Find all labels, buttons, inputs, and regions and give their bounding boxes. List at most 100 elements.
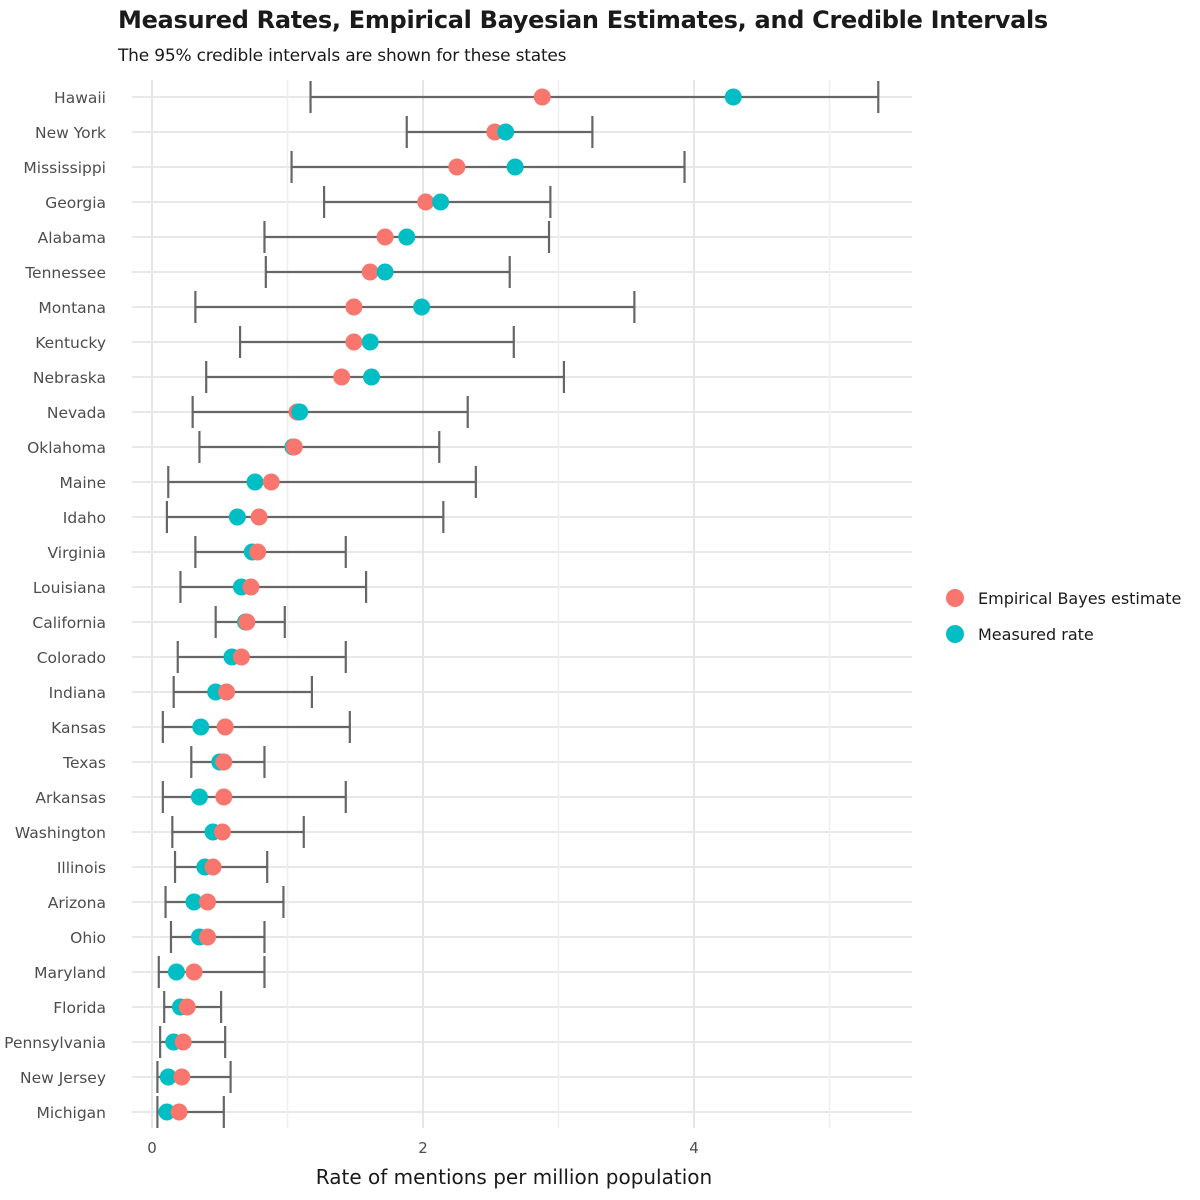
state-label: New Jersey (20, 1069, 106, 1087)
state-label: Maryland (34, 964, 106, 982)
state-label: Texas (62, 754, 106, 772)
point-empirical-bayes (215, 753, 233, 771)
x-tick-label: 0 (147, 1139, 157, 1157)
state-label: Kentucky (35, 334, 106, 352)
state-label: Idaho (63, 509, 106, 527)
point-empirical-bayes (232, 648, 250, 666)
point-measured-rate (376, 263, 394, 281)
credible-interval (167, 466, 477, 498)
chart-title: Measured Rates, Empirical Bayesian Estim… (118, 6, 1048, 34)
state-label: Pennsylvania (4, 1034, 106, 1052)
point-empirical-bayes (376, 228, 394, 246)
point-empirical-bayes (199, 928, 217, 946)
point-empirical-bayes (417, 193, 435, 211)
state-label: Washington (15, 824, 106, 842)
credible-interval (290, 151, 686, 183)
legend-label: Empirical Bayes estimate (978, 588, 1182, 608)
state-label: Nebraska (33, 369, 106, 387)
state-label: Arizona (48, 894, 106, 912)
x-tick-labels: 0 2 4 (147, 1139, 699, 1157)
credible-interval (309, 81, 880, 113)
point-empirical-bayes (173, 1068, 191, 1086)
point-measured-rate (361, 333, 379, 351)
legend-dot-measured-rate (946, 625, 964, 643)
point-empirical-bayes (215, 788, 233, 806)
state-label: Maine (59, 474, 106, 492)
point-measured-rate (167, 963, 185, 981)
point-measured-rate (413, 298, 431, 316)
credible-interval (164, 886, 285, 918)
point-empirical-bayes (345, 298, 363, 316)
state-label: Montana (38, 299, 106, 317)
credible-interval (179, 571, 368, 603)
point-measured-rate (159, 1068, 177, 1086)
point-empirical-bayes (178, 998, 196, 1016)
credible-interval (198, 431, 441, 463)
point-empirical-bayes (218, 683, 236, 701)
point-measured-rate (228, 508, 246, 526)
point-empirical-bayes (199, 893, 217, 911)
point-measured-rate (291, 403, 309, 421)
state-labels: Hawaii New York Mississippi Georgia Alabama T… (4, 89, 106, 1122)
state-label: Hawaii (54, 89, 106, 107)
point-empirical-bayes (333, 368, 351, 386)
point-measured-rate (190, 788, 208, 806)
point-empirical-bayes (174, 1033, 192, 1051)
x-tick-label: 4 (689, 1139, 699, 1157)
state-label: Alabama (38, 229, 106, 247)
state-label: Colorado (37, 649, 106, 667)
state-label: Arkansas (35, 789, 106, 807)
point-empirical-bayes (345, 333, 363, 351)
point-empirical-bayes (170, 1103, 188, 1121)
point-empirical-bayes (250, 508, 268, 526)
state-label: California (32, 614, 106, 632)
credible-interval (205, 361, 566, 393)
legend-dot-empirical-bayes (946, 589, 964, 607)
state-label: Tennessee (24, 264, 106, 282)
point-empirical-bayes (242, 578, 260, 596)
point-empirical-bayes (285, 438, 303, 456)
point-empirical-bayes (249, 543, 267, 561)
state-label: Louisiana (33, 579, 106, 597)
credible-intervals (156, 81, 880, 1128)
point-empirical-bayes (213, 823, 231, 841)
point-measured-rate (246, 473, 264, 491)
state-label: Michigan (37, 1104, 107, 1122)
credible-interval (161, 781, 347, 813)
x-tick-label: 2 (418, 1139, 428, 1157)
x-axis-label: Rate of mentions per million population (316, 1165, 712, 1189)
data-points (158, 88, 742, 1121)
point-measured-rate (506, 158, 524, 176)
point-empirical-bayes (361, 263, 379, 281)
credible-interval (194, 536, 347, 568)
point-measured-rate (398, 228, 416, 246)
state-label: Virginia (48, 544, 106, 562)
point-measured-rate (432, 193, 450, 211)
point-measured-rate (192, 718, 210, 736)
credible-interval (165, 501, 445, 533)
point-empirical-bayes (533, 88, 551, 106)
state-label: Florida (53, 999, 106, 1017)
point-empirical-bayes (216, 718, 234, 736)
state-label: Mississippi (23, 159, 106, 177)
point-empirical-bayes (204, 858, 222, 876)
state-label: Indiana (49, 684, 106, 702)
legend-label: Measured rate (978, 624, 1094, 644)
state-label: Nevada (47, 404, 106, 422)
point-empirical-bayes (262, 473, 280, 491)
credible-interval (171, 816, 305, 848)
point-empirical-bayes (448, 158, 466, 176)
credible-interval (176, 641, 347, 673)
state-label: Georgia (45, 194, 106, 212)
credible-interval (169, 921, 266, 953)
point-empirical-bayes (238, 613, 256, 631)
point-measured-rate (185, 893, 203, 911)
legend-item-empirical-bayes: Empirical Bayes estimate (946, 580, 1181, 616)
point-measured-rate (724, 88, 742, 106)
legend-item-measured-rate: Measured rate (946, 616, 1181, 652)
state-label: Kansas (51, 719, 106, 737)
state-label: New York (35, 124, 106, 142)
point-measured-rate (158, 1103, 176, 1121)
legend: Empirical Bayes estimate Measured rate (946, 580, 1181, 652)
chart-subtitle: The 95% credible intervals are shown for… (118, 46, 567, 66)
